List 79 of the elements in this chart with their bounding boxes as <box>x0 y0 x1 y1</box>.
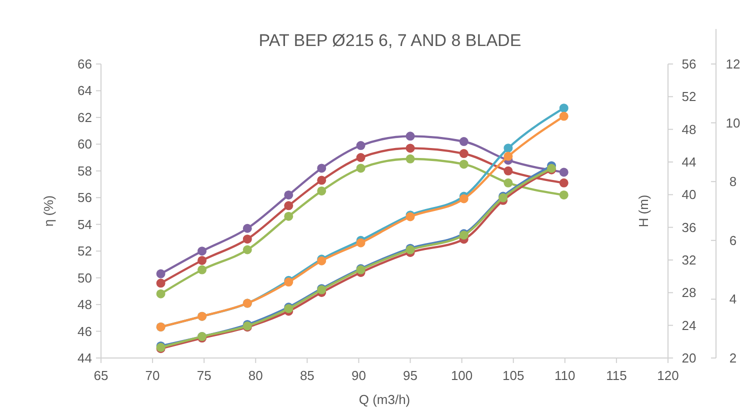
point <box>504 152 513 161</box>
y-tick-label: 66 <box>78 56 92 72</box>
point <box>317 164 326 173</box>
point <box>504 178 513 188</box>
point <box>559 168 568 177</box>
y-tick-label: 64 <box>78 83 92 98</box>
y3-tick-label: 6 <box>729 232 737 248</box>
y2-tick-label: 56 <box>682 56 696 72</box>
y2-tick-label: 32 <box>682 252 696 268</box>
y3-tick-label: 8 <box>729 174 737 190</box>
point <box>406 144 415 153</box>
y-axis-title: η (%) <box>41 195 56 227</box>
point <box>406 154 415 164</box>
point <box>459 194 468 204</box>
point <box>559 190 568 200</box>
y-tick-label: 52 <box>78 244 92 259</box>
y-tick-label: 60 <box>78 136 92 152</box>
point <box>356 141 366 150</box>
x-tick-label: 105 <box>502 368 524 383</box>
y2-tick-label: 48 <box>682 122 696 137</box>
x-tick-label: 65 <box>94 368 108 383</box>
x-tick-label: 80 <box>248 368 263 383</box>
y-tick-label: 46 <box>78 324 92 339</box>
point <box>317 186 326 196</box>
y2-tick-label: 52 <box>682 89 696 104</box>
point <box>356 238 366 248</box>
point <box>156 269 166 278</box>
point <box>504 166 513 176</box>
point <box>198 256 207 265</box>
y2-tick-label: 28 <box>682 285 696 300</box>
point <box>406 132 415 141</box>
point <box>156 289 166 298</box>
x-tick-label: 110 <box>554 368 576 383</box>
point <box>356 164 366 173</box>
point <box>242 224 252 233</box>
y-tick-label: 54 <box>78 216 92 232</box>
y2-tick-label: 36 <box>682 220 696 235</box>
point <box>242 245 252 254</box>
x-tick-label: 75 <box>196 368 212 383</box>
x-tick-label: 90 <box>351 368 366 383</box>
y2-axis-title: H (m) <box>636 194 651 228</box>
y3-tick-label: 10 <box>726 115 740 130</box>
y2-tick-label: 24 <box>682 318 696 333</box>
y3-tick-label: 4 <box>729 292 737 307</box>
point <box>198 246 207 256</box>
x-tick-label: 70 <box>145 368 160 383</box>
y3-tick-label: 2 <box>729 350 737 366</box>
y2-tick-label: 40 <box>682 187 696 202</box>
point <box>459 160 468 169</box>
y-tick-label: 44 <box>78 350 92 366</box>
point <box>284 190 294 200</box>
y-tick-label: 50 <box>78 270 92 286</box>
x-tick-label: 120 <box>657 368 679 383</box>
point <box>284 212 294 221</box>
x-tick-label: 95 <box>403 368 418 383</box>
point <box>559 104 568 113</box>
point <box>559 112 568 121</box>
point <box>504 144 513 153</box>
y2-tick-label: 44 <box>682 154 696 170</box>
point <box>156 278 166 288</box>
point <box>317 176 326 185</box>
point <box>459 137 468 146</box>
point <box>242 234 252 244</box>
point <box>284 201 294 210</box>
y-tick-label: 62 <box>78 110 92 125</box>
chart-title: PAT BEP Ø215 6, 7 AND 8 BLADE <box>258 31 522 50</box>
y2-tick-label: 20 <box>682 350 696 366</box>
point <box>198 265 207 274</box>
y-tick-label: 58 <box>78 163 92 178</box>
point <box>459 149 468 158</box>
point <box>356 153 366 162</box>
y-tick-label: 56 <box>78 190 92 206</box>
point <box>559 178 568 188</box>
x-tick-label: 115 <box>606 368 627 383</box>
y3-tick-label: 12 <box>726 56 740 72</box>
x-tick-label: 85 <box>300 368 314 383</box>
x-axis-title: Q (m3/h) <box>358 392 410 407</box>
x-tick-label: 100 <box>450 368 473 383</box>
y-tick-label: 48 <box>78 297 92 312</box>
